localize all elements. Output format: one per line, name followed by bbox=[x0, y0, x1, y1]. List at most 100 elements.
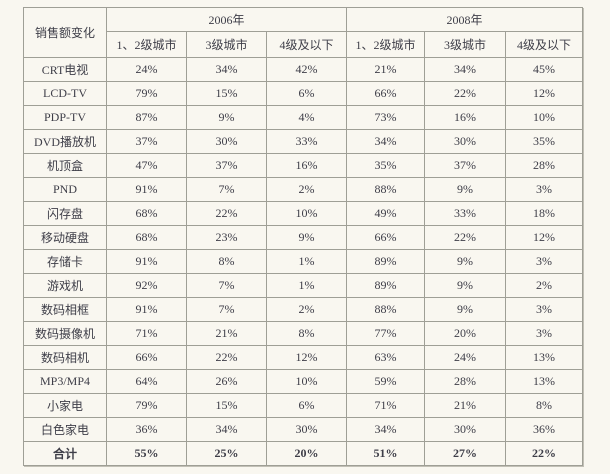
value-cell: 12% bbox=[505, 225, 583, 250]
row-label: PND bbox=[23, 177, 107, 202]
value-cell: 68% bbox=[106, 225, 187, 250]
value-cell: 77% bbox=[346, 321, 425, 346]
subheader-tier3-2006: 3级城市 bbox=[186, 31, 267, 58]
value-cell: 21% bbox=[424, 393, 506, 418]
value-cell: 3% bbox=[505, 177, 583, 202]
value-cell: 2% bbox=[505, 273, 583, 298]
value-cell: 12% bbox=[505, 81, 583, 106]
row-label: 数码相机 bbox=[23, 345, 107, 370]
subheader-tier4-2006: 4级及以下 bbox=[266, 31, 347, 58]
value-cell: 66% bbox=[346, 225, 425, 250]
value-cell: 89% bbox=[346, 273, 425, 298]
value-cell: 15% bbox=[186, 81, 267, 106]
value-cell: 4% bbox=[266, 105, 347, 130]
value-cell: 35% bbox=[346, 153, 425, 178]
value-cell: 79% bbox=[106, 393, 187, 418]
value-cell: 22% bbox=[424, 81, 506, 106]
row-label: 数码摄像机 bbox=[23, 321, 107, 346]
value-cell: 37% bbox=[106, 129, 187, 154]
value-cell: 16% bbox=[424, 105, 506, 130]
table-row: 小家电 79% 15% 6% 71% 21% 8% bbox=[23, 393, 583, 418]
row-label: MP3/MP4 bbox=[23, 369, 107, 394]
table-row: 移动硬盘 68% 23% 9% 66% 22% 12% bbox=[23, 225, 583, 250]
value-cell: 33% bbox=[424, 201, 506, 226]
value-cell: 25% bbox=[186, 441, 267, 466]
value-cell: 13% bbox=[505, 345, 583, 370]
sales-change-table: 销售额变化 2006年 2008年 1、2级城市 3级城市 4级及以下 1、2级… bbox=[23, 7, 583, 466]
table-row: 数码摄像机 71% 21% 8% 77% 20% 3% bbox=[23, 321, 583, 346]
value-cell: 2% bbox=[266, 177, 347, 202]
value-cell: 63% bbox=[346, 345, 425, 370]
row-label: LCD-TV bbox=[23, 81, 107, 106]
value-cell: 21% bbox=[346, 57, 425, 82]
value-cell: 28% bbox=[505, 153, 583, 178]
year-group-2008: 2008年 bbox=[346, 7, 583, 32]
value-cell: 22% bbox=[505, 441, 583, 466]
value-cell: 20% bbox=[266, 441, 347, 466]
value-cell: 1% bbox=[266, 249, 347, 274]
value-cell: 7% bbox=[186, 297, 267, 322]
value-cell: 8% bbox=[505, 393, 583, 418]
value-cell: 6% bbox=[266, 81, 347, 106]
value-cell: 33% bbox=[266, 129, 347, 154]
value-cell: 34% bbox=[346, 129, 425, 154]
value-cell: 73% bbox=[346, 105, 425, 130]
value-cell: 36% bbox=[505, 417, 583, 442]
value-cell: 45% bbox=[505, 57, 583, 82]
value-cell: 2% bbox=[266, 297, 347, 322]
table-row: 数码相机 66% 22% 12% 63% 24% 13% bbox=[23, 345, 583, 370]
row-label: 白色家电 bbox=[23, 417, 107, 442]
total-row: 合计 55% 25% 20% 51% 27% 22% bbox=[23, 441, 583, 466]
value-cell: 8% bbox=[186, 249, 267, 274]
value-cell: 3% bbox=[505, 249, 583, 274]
value-cell: 37% bbox=[424, 153, 506, 178]
value-cell: 47% bbox=[106, 153, 187, 178]
value-cell: 71% bbox=[346, 393, 425, 418]
value-cell: 13% bbox=[505, 369, 583, 394]
value-cell: 7% bbox=[186, 273, 267, 298]
table-row: DVD播放机 37% 30% 33% 34% 30% 35% bbox=[23, 129, 583, 154]
value-cell: 7% bbox=[186, 177, 267, 202]
value-cell: 27% bbox=[424, 441, 506, 466]
value-cell: 24% bbox=[424, 345, 506, 370]
value-cell: 1% bbox=[266, 273, 347, 298]
value-cell: 91% bbox=[106, 177, 187, 202]
value-cell: 16% bbox=[266, 153, 347, 178]
value-cell: 34% bbox=[346, 417, 425, 442]
value-cell: 34% bbox=[186, 417, 267, 442]
table-body: CRT电视 24% 34% 42% 21% 34% 45% LCD-TV 79% 15% 6% 66%… bbox=[23, 57, 583, 466]
value-cell: 49% bbox=[346, 201, 425, 226]
value-cell: 92% bbox=[106, 273, 187, 298]
row-label: 合计 bbox=[23, 441, 107, 466]
value-cell: 91% bbox=[106, 297, 187, 322]
table-row: LCD-TV 79% 15% 6% 66% 22% 12% bbox=[23, 81, 583, 106]
corner-header: 销售额变化 bbox=[23, 7, 107, 58]
row-label: PDP-TV bbox=[23, 105, 107, 130]
value-cell: 36% bbox=[106, 417, 187, 442]
value-cell: 9% bbox=[424, 273, 506, 298]
value-cell: 9% bbox=[186, 105, 267, 130]
row-label: 闪存盘 bbox=[23, 201, 107, 226]
value-cell: 30% bbox=[266, 417, 347, 442]
subheader-tier3-2008: 3级城市 bbox=[424, 31, 506, 58]
value-cell: 28% bbox=[424, 369, 506, 394]
value-cell: 64% bbox=[106, 369, 187, 394]
value-cell: 18% bbox=[505, 201, 583, 226]
value-cell: 9% bbox=[424, 297, 506, 322]
value-cell: 22% bbox=[186, 201, 267, 226]
value-cell: 21% bbox=[186, 321, 267, 346]
value-cell: 59% bbox=[346, 369, 425, 394]
value-cell: 15% bbox=[186, 393, 267, 418]
row-label: 小家电 bbox=[23, 393, 107, 418]
subheader-tier12-2006: 1、2级城市 bbox=[106, 31, 187, 58]
row-label: 游戏机 bbox=[23, 273, 107, 298]
value-cell: 3% bbox=[505, 297, 583, 322]
value-cell: 71% bbox=[106, 321, 187, 346]
value-cell: 9% bbox=[424, 177, 506, 202]
value-cell: 42% bbox=[266, 57, 347, 82]
table-row: PND 91% 7% 2% 88% 9% 3% bbox=[23, 177, 583, 202]
table-row: 存储卡 91% 8% 1% 89% 9% 3% bbox=[23, 249, 583, 274]
table-row: 机顶盒 47% 37% 16% 35% 37% 28% bbox=[23, 153, 583, 178]
table-row: CRT电视 24% 34% 42% 21% 34% 45% bbox=[23, 57, 583, 82]
table-row: PDP-TV 87% 9% 4% 73% 16% 10% bbox=[23, 105, 583, 130]
